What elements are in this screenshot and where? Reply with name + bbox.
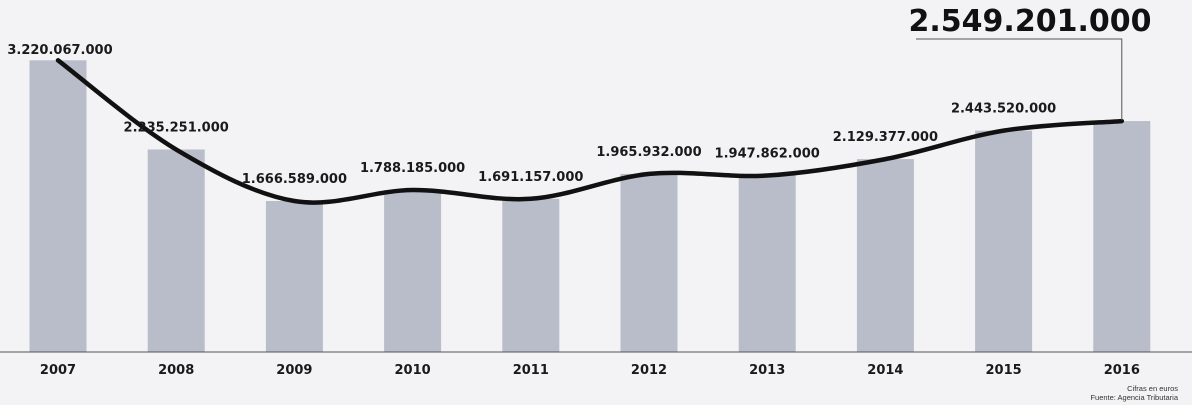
x-tick-label: 2015 xyxy=(986,363,1022,378)
x-tick-label: 2011 xyxy=(513,363,549,378)
chart-notes: Cifras en euros Fuente: Agencia Tributar… xyxy=(1090,384,1178,402)
bar-2007 xyxy=(29,60,87,353)
bar-2010 xyxy=(384,190,442,352)
x-tick-label: 2009 xyxy=(276,363,312,378)
bar-2015 xyxy=(975,130,1033,352)
bar-2008 xyxy=(147,149,205,352)
x-tick-label: 2007 xyxy=(40,363,76,378)
unit-note: Cifras en euros xyxy=(1127,384,1178,393)
value-label: 2.443.520.000 xyxy=(951,102,1056,117)
value-label-highlight: 2.549.201.000 xyxy=(909,4,1152,39)
bar-2009 xyxy=(265,201,323,352)
bar-2011 xyxy=(502,198,560,352)
x-tick-label: 2012 xyxy=(631,363,667,378)
bar-2012 xyxy=(620,173,678,352)
value-label: 2.235.251.000 xyxy=(124,121,229,136)
bar-2014 xyxy=(856,159,914,352)
x-tick-label: 2013 xyxy=(749,363,785,378)
x-tick-label: 2014 xyxy=(867,363,903,378)
trend-line xyxy=(55,58,1125,205)
source-note: Fuente: Agencia Tributaria xyxy=(1090,393,1178,402)
x-tick-label: 2008 xyxy=(158,363,194,378)
bar-2013 xyxy=(738,175,796,352)
bar-2016 xyxy=(1093,121,1151,352)
value-label: 1.788.185.000 xyxy=(360,161,465,176)
value-label: 3.220.067.000 xyxy=(7,43,112,58)
value-label: 1.666.589.000 xyxy=(242,172,347,187)
x-tick-label: 2016 xyxy=(1104,363,1140,378)
x-tick-label: 2010 xyxy=(395,363,431,378)
callout-line xyxy=(916,38,1123,121)
value-label: 1.947.862.000 xyxy=(715,147,820,162)
value-label: 1.691.157.000 xyxy=(478,170,583,185)
value-label: 2.129.377.000 xyxy=(833,130,938,145)
value-label: 1.965.932.000 xyxy=(596,145,701,160)
